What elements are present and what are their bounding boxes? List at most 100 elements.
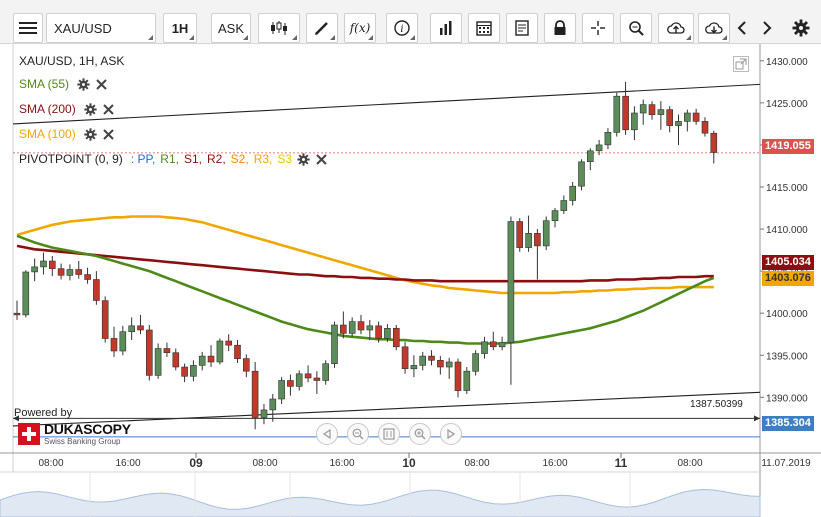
cloud-upload-icon[interactable] [658,13,694,43]
sma100-line [16,215,714,295]
toolbar: XAU/USD 1H ASK f(x) i [0,0,821,44]
close-icon[interactable] [102,128,114,140]
candle-body [437,359,444,368]
cloud-download-icon[interactable] [698,13,730,43]
price-chart[interactable]: 1430.0001425.0001420.0001415.0001410.000… [0,44,821,517]
upper-channel-trendline [12,83,761,125]
x-tick-label: 08:00 [464,458,490,469]
candle-body [251,370,259,418]
candle-body [366,325,374,331]
candle-body [639,104,647,114]
candle-body [586,150,594,163]
gear-icon[interactable] [84,102,97,116]
side-selector[interactable]: ASK [211,13,251,43]
candle-body [243,358,250,372]
candle-body [401,346,409,369]
y-tick-label: 1415.000 [766,183,808,194]
gear-icon[interactable] [84,127,97,141]
candle-body [75,269,82,275]
candle-body [137,325,144,331]
candle-body [22,271,30,316]
hamburger-menu-icon[interactable] [13,13,43,43]
candle-body [304,373,312,379]
overview-area [0,488,761,517]
legend-pivot-label: PIVOTPOINT (0, 9) [19,152,123,166]
chevron-right-icon[interactable] [756,13,778,43]
candle-body [569,185,577,201]
candle-body [692,112,700,122]
candle-body [66,269,74,276]
y-tick-label: 1390.000 [766,393,808,404]
legend-pivotpoint[interactable]: PIVOTPOINT (0, 9) : PP, R1, S1, R2, S2, … [19,150,333,168]
candle-body [146,329,153,376]
candle-body [48,260,56,269]
dukascopy-logo[interactable]: DUKASCOPY Swiss Banking Group [18,421,131,447]
candle-body [181,366,188,377]
candle-body [31,266,38,273]
chevron-left-icon[interactable] [731,13,753,43]
sma55-line [16,234,715,345]
report-icon[interactable] [506,13,538,43]
function-fx-icon[interactable]: f(x) [344,13,376,43]
symbol-label: XAU/USD [54,20,112,36]
candle-body [454,361,462,391]
lock-icon[interactable] [544,13,576,43]
nav-forward-icon[interactable] [440,423,462,445]
draw-pencil-icon[interactable] [306,13,338,43]
measure-arrow-right [754,415,760,422]
bar-chart-icon[interactable] [430,13,462,43]
legend-sma200[interactable]: SMA (200) [19,100,120,118]
settings-gear-icon[interactable] [787,13,815,43]
x-tick-label: 16:00 [542,458,568,469]
symbol-selector[interactable]: XAU/USD [46,13,156,43]
last-price-tag: 1419.055 [762,139,814,154]
x-day-label: 11 [614,456,628,470]
candle-body [710,132,718,153]
y-tick-label: 1400.000 [766,309,808,320]
info-icon[interactable]: i [386,13,418,43]
candle-body [339,324,347,334]
candlestick-style-icon[interactable] [258,13,300,43]
detach-window-icon[interactable] [733,56,749,72]
timeframe-label: 1H [171,20,189,36]
zoom-icon[interactable] [620,13,652,43]
candle-body [331,324,338,365]
x-tick-label: 16:00 [329,458,355,469]
legend-sma55[interactable]: SMA (55) [19,75,113,93]
x-tick-label: 08:00 [677,458,703,469]
candle-body [260,409,268,418]
legend-sma100[interactable]: SMA (100) [19,125,120,143]
candle-body [622,95,629,131]
candle-body [313,377,321,381]
zoom-in-icon[interactable] [409,423,431,445]
legend-sma200-label: SMA (200) [19,102,76,116]
brand-tagline: Swiss Banking Group [44,437,121,446]
candle-body [498,342,506,348]
candle-body [631,112,638,131]
candle-body [419,355,427,366]
candle-body [110,338,118,352]
crosshair-icon[interactable] [582,13,614,43]
candle-body [357,321,365,331]
candle-body [269,398,277,411]
x-date-label: 11.07.2019 [761,458,811,469]
candle-body [119,331,127,352]
nav-back-icon[interactable] [316,423,338,445]
gear-icon[interactable] [77,77,90,91]
close-icon[interactable] [96,78,107,90]
gear-icon[interactable] [297,152,310,166]
candle-body [683,112,691,122]
fit-icon[interactable] [378,423,400,445]
candle-body [560,200,568,211]
svg-text:i: i [400,24,403,35]
timeframe-selector[interactable]: 1H [163,13,197,43]
candle-body [190,365,197,377]
calendar-icon[interactable] [468,13,500,43]
zoom-out-icon[interactable] [347,423,369,445]
legend-sma55-label: SMA (55) [19,77,70,91]
close-icon[interactable] [316,153,327,165]
measure-label: 1387.50399 [690,399,743,410]
close-icon[interactable] [102,103,114,115]
candle-body [657,109,665,115]
lower-channel-trendline [12,391,761,427]
